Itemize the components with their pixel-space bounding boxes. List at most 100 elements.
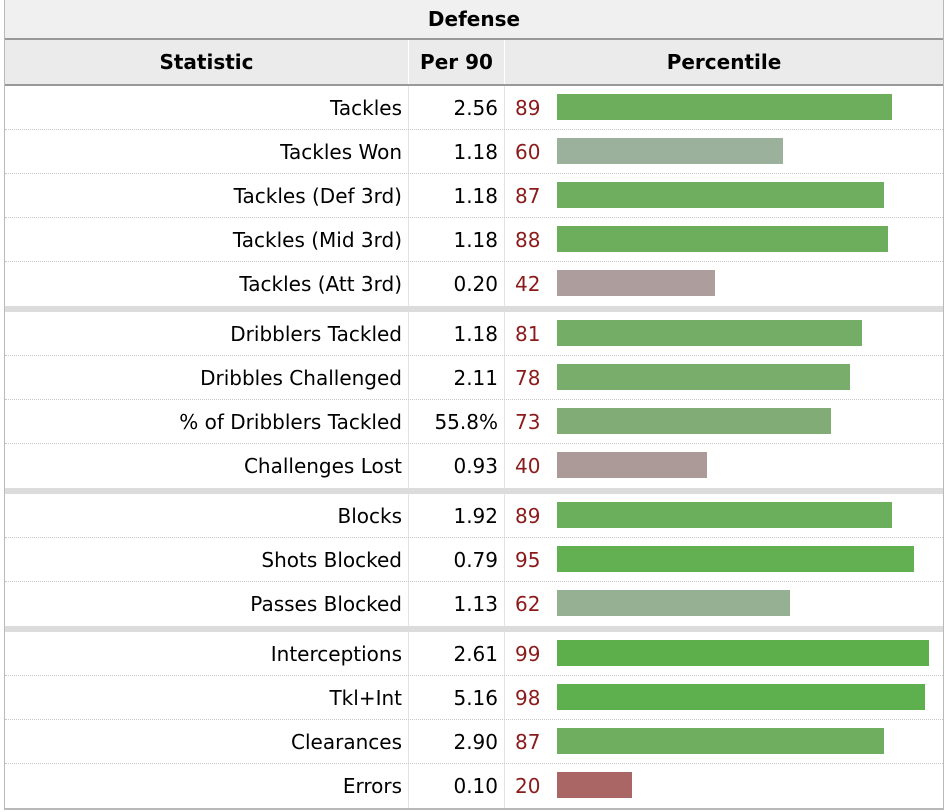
table-row: Errors 0.10 20 [5, 764, 943, 808]
percentile-bar [557, 452, 707, 478]
per90-value: 1.18 [409, 218, 505, 261]
percentile-value: 89 [515, 95, 541, 120]
per90-value: 0.79 [409, 538, 505, 581]
percentile-value: 88 [515, 227, 541, 252]
percentile-value: 20 [515, 774, 541, 798]
percentile-cell: 87 [505, 174, 943, 217]
per90-value: 1.18 [409, 312, 505, 355]
percentile-bar [557, 772, 632, 798]
group-separator [5, 306, 943, 312]
percentile-value: 42 [515, 272, 541, 296]
percentile-cell: 95 [505, 538, 943, 581]
per90-value: 5.16 [409, 676, 505, 719]
stat-name: Tackles (Mid 3rd) [5, 218, 409, 261]
table-row: Tackles (Def 3rd) 1.18 87 [5, 174, 943, 218]
per90-value: 0.10 [409, 764, 505, 808]
header-percentile[interactable]: Percentile [666, 50, 782, 74]
percentile-cell: 89 [505, 86, 943, 129]
per90-value: 1.92 [409, 494, 505, 537]
stat-name: Tackles (Att 3rd) [5, 262, 409, 306]
percentile-cell: 89 [505, 494, 943, 537]
per90-value: 2.90 [409, 720, 505, 763]
table-body: Tackles 2.56 89 Tackles Won 1.18 60 Tackles (D… [5, 86, 943, 808]
percentile-bar [557, 408, 831, 434]
percentile-cell: 98 [505, 676, 943, 719]
percentile-value: 73 [515, 409, 541, 434]
defense-table: Defense Statistic Per 90 Percentile Tack… [4, 0, 944, 810]
percentile-cell: 87 [505, 720, 943, 763]
percentile-value: 99 [515, 641, 541, 666]
stat-name: Passes Blocked [5, 582, 409, 626]
table-row: Tackles 2.56 89 [5, 86, 943, 130]
percentile-value: 95 [515, 547, 541, 572]
header-statistic[interactable]: Statistic [5, 40, 409, 84]
stat-name: Tackles (Def 3rd) [5, 174, 409, 217]
percentile-bar [557, 226, 888, 252]
percentile-value: 89 [515, 503, 541, 528]
table-row: Passes Blocked 1.13 62 [5, 582, 943, 626]
percentile-bar [557, 590, 790, 616]
stat-name: Clearances [5, 720, 409, 763]
table-row: Blocks 1.92 89 [5, 494, 943, 538]
per90-value: 0.93 [409, 444, 505, 488]
percentile-cell: 81 [505, 312, 943, 355]
percentile-cell: 42 [505, 262, 943, 306]
percentile-value: 78 [515, 365, 541, 390]
per90-value: 1.18 [409, 174, 505, 217]
percentile-value: 62 [515, 592, 541, 616]
stat-name: Dribblers Tackled [5, 312, 409, 355]
percentile-cell: 40 [505, 444, 943, 488]
per90-value: 55.8% [409, 400, 505, 443]
per90-value: 1.18 [409, 130, 505, 173]
per90-value: 2.11 [409, 356, 505, 399]
stat-name: Interceptions [5, 632, 409, 675]
percentile-cell: 20 [505, 764, 943, 808]
percentile-value: 87 [515, 729, 541, 754]
percentile-bar [557, 182, 884, 208]
percentile-value: 87 [515, 183, 541, 208]
percentile-cell: 88 [505, 218, 943, 261]
stat-name: Tackles Won [5, 130, 409, 173]
stat-name: Tkl+Int [5, 676, 409, 719]
stat-name: Tackles [5, 86, 409, 129]
percentile-bar [557, 546, 914, 572]
table-row: Dribbles Challenged 2.11 78 [5, 356, 943, 400]
percentile-bar [557, 94, 892, 120]
table-row: Dribblers Tackled 1.18 81 [5, 312, 943, 356]
table-row: Tackles (Mid 3rd) 1.18 88 [5, 218, 943, 262]
percentile-bar [557, 270, 715, 296]
percentile-bar [557, 640, 929, 666]
percentile-value: 98 [515, 685, 541, 710]
stat-name: Shots Blocked [5, 538, 409, 581]
stat-name: Challenges Lost [5, 444, 409, 488]
percentile-bar [557, 320, 862, 346]
percentile-cell: 73 [505, 400, 943, 443]
header-row: Statistic Per 90 Percentile [5, 40, 943, 86]
table-row: Challenges Lost 0.93 40 [5, 444, 943, 488]
table-row: % of Dribblers Tackled 55.8% 73 [5, 400, 943, 444]
group-separator [5, 488, 943, 494]
percentile-cell: 78 [505, 356, 943, 399]
percentile-cell: 62 [505, 582, 943, 626]
table-row: Tkl+Int 5.16 98 [5, 676, 943, 720]
per90-value: 0.20 [409, 262, 505, 306]
stat-name: % of Dribblers Tackled [5, 400, 409, 443]
header-per90[interactable]: Per 90 [409, 40, 505, 84]
table-title: Defense [5, 0, 943, 40]
table-row: Clearances 2.90 87 [5, 720, 943, 764]
per90-value: 2.61 [409, 632, 505, 675]
stat-name: Errors [5, 764, 409, 808]
percentile-bar [557, 138, 783, 164]
stat-name: Blocks [5, 494, 409, 537]
percentile-value: 60 [515, 139, 541, 164]
percentile-value: 81 [515, 321, 541, 346]
percentile-cell: 99 [505, 632, 943, 675]
per90-value: 2.56 [409, 86, 505, 129]
percentile-cell: 60 [505, 130, 943, 173]
percentile-bar [557, 364, 850, 390]
table-row: Interceptions 2.61 99 [5, 632, 943, 676]
table-row: Tackles Won 1.18 60 [5, 130, 943, 174]
percentile-bar [557, 502, 892, 528]
table-row: Shots Blocked 0.79 95 [5, 538, 943, 582]
percentile-value: 40 [515, 454, 541, 478]
